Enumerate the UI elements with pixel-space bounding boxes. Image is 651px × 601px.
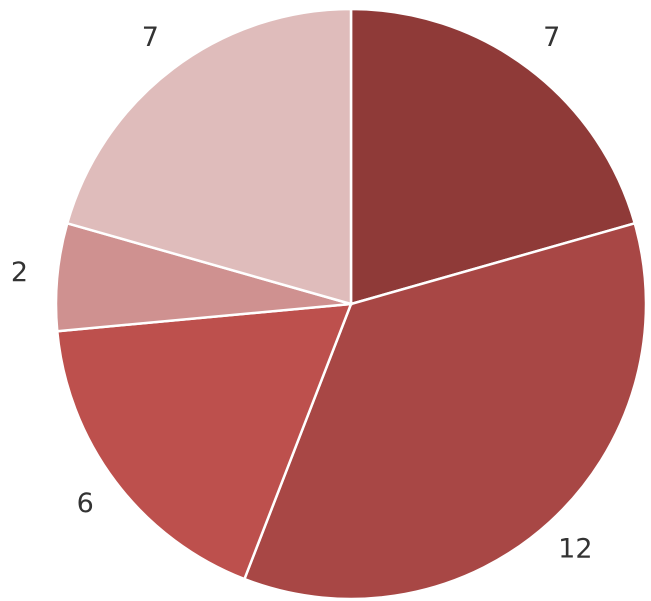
pie-slice-3 xyxy=(55,302,353,581)
pie-slice-5 xyxy=(65,7,353,306)
pie-labels: 7 12 6 2 7 xyxy=(11,22,593,565)
data-label-2: 12 xyxy=(558,534,592,565)
pie-slices xyxy=(54,7,648,601)
pie-slice-2 xyxy=(242,221,648,601)
data-label-5: 7 xyxy=(142,22,159,53)
pie-slice-1 xyxy=(349,7,637,306)
data-label-4: 2 xyxy=(11,257,28,288)
data-label-1: 7 xyxy=(543,22,560,53)
data-label-3: 6 xyxy=(77,488,94,519)
